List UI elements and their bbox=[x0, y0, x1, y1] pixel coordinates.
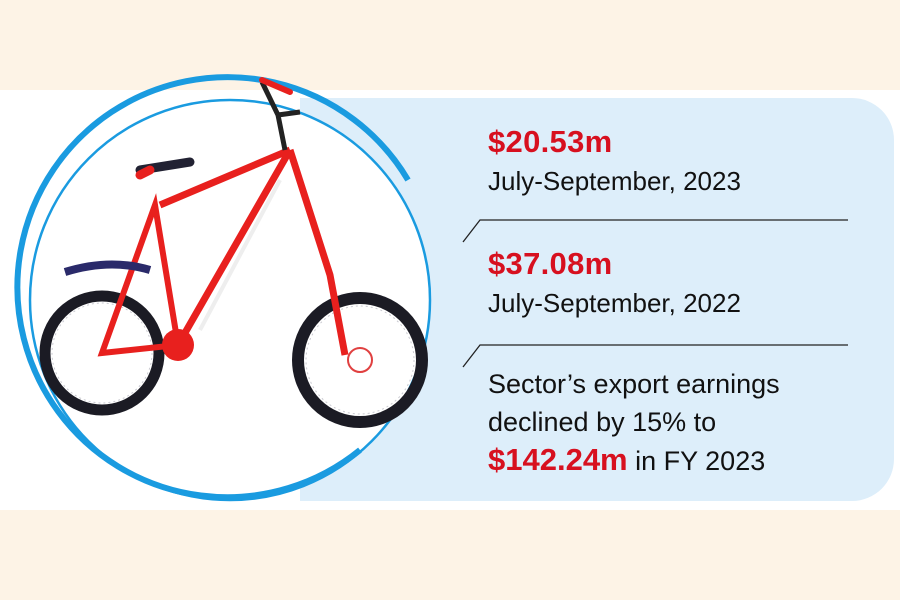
divider-2 bbox=[462, 344, 848, 368]
summary-line-1: Sector’s export earnings bbox=[488, 369, 780, 399]
summary-suffix: in FY 2023 bbox=[627, 446, 766, 476]
summary-value: $142.24m bbox=[488, 442, 628, 477]
summary-line-3: $142.24m in FY 2023 bbox=[488, 441, 780, 481]
divider-1 bbox=[462, 219, 848, 243]
stat-value-2023: $20.53m bbox=[488, 124, 613, 159]
ring-outer-arc bbox=[14, 74, 411, 501]
stat-period-2022: July-September, 2022 bbox=[488, 288, 741, 318]
bicycle-icon bbox=[39, 77, 428, 428]
summary-line-2: declined by 15% to bbox=[488, 406, 717, 437]
stat-period-2023: July-September, 2023 bbox=[488, 166, 741, 196]
stat-value-2022: $37.08m bbox=[488, 246, 613, 281]
summary-text: Sector’s export earnings declined by 15%… bbox=[488, 366, 780, 481]
